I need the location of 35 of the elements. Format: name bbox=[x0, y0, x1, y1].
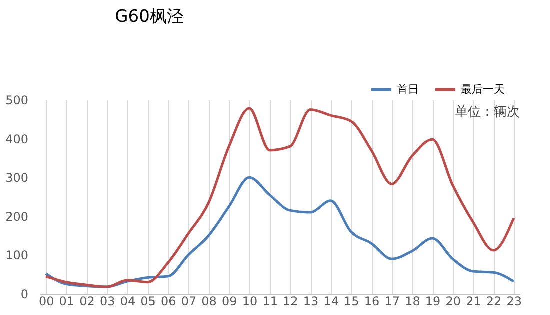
x-tick-label: 02 bbox=[80, 294, 95, 308]
x-tick-label: 06 bbox=[160, 294, 176, 308]
legend-label: 最后一天 bbox=[461, 82, 505, 96]
x-tick-label: 09 bbox=[222, 294, 238, 308]
x-tick-label: 20 bbox=[446, 294, 462, 308]
x-tick-label: 03 bbox=[100, 294, 116, 308]
x-tick-label: 00 bbox=[38, 294, 54, 308]
x-tick-label: 18 bbox=[405, 294, 420, 308]
chart-title: G60枫泾 bbox=[115, 7, 184, 27]
x-tick-label: 11 bbox=[262, 294, 278, 308]
x-tick-label: 04 bbox=[120, 294, 136, 308]
annotation: 单位：辆次 bbox=[455, 105, 520, 120]
y-tick-label: 200 bbox=[6, 210, 28, 224]
x-tick-label: 22 bbox=[486, 294, 502, 308]
y-tick-label: 500 bbox=[6, 94, 28, 108]
x-tick-label: 17 bbox=[384, 294, 400, 308]
x-tick-label: 12 bbox=[283, 294, 298, 308]
y-tick-label: 100 bbox=[6, 248, 28, 263]
y-tick-label: 400 bbox=[6, 132, 28, 146]
x-tick-label: 13 bbox=[303, 294, 319, 308]
x-tick-label: 19 bbox=[425, 294, 441, 308]
x-tick-label: 07 bbox=[181, 294, 197, 308]
x-tick-label: 15 bbox=[344, 294, 360, 308]
x-tick-label: 08 bbox=[202, 294, 217, 308]
x-tick-label: 05 bbox=[140, 294, 156, 308]
y-tick-label: 300 bbox=[6, 171, 28, 186]
line-series bbox=[44, 176, 516, 288]
x-tick-label: 21 bbox=[466, 294, 482, 308]
x-tick-label: 16 bbox=[364, 294, 380, 308]
legend-label: 首日 bbox=[397, 82, 419, 96]
x-tick-label: 01 bbox=[59, 294, 75, 308]
x-tick-label: 10 bbox=[242, 294, 258, 308]
x-tick-label: 14 bbox=[324, 294, 339, 308]
x-tick-label: 23 bbox=[506, 294, 522, 308]
y-tick-label: 0 bbox=[20, 288, 28, 302]
